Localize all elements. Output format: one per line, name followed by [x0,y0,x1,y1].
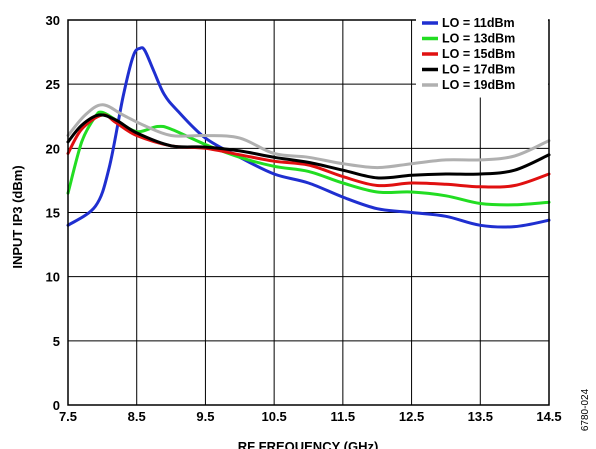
x-tick-label: 10.5 [261,409,286,424]
x-tick-label: 9.5 [196,409,214,424]
x-tick-label: 13.5 [468,409,493,424]
axes: 7.5 8.5 9.5 10.5 11.5 12.5 13.5 14.5 0 5 10 15 20 25 3… [46,13,562,424]
y-tick-label: 10 [46,270,60,285]
x-tick-label: 14.5 [536,409,561,424]
series-line-1 [66,46,551,229]
y-axis-title: INPUT IP3 (dBm) [10,165,25,268]
series-line-3 [66,113,551,189]
y-tick-label: 5 [53,334,60,349]
y-tick-label: 25 [46,77,60,92]
y-tick-label: 15 [46,206,60,221]
series-line-5 [66,103,551,170]
y-tick-label: 0 [53,398,60,413]
legend-label-3: LO = 15dBm [442,47,515,61]
x-tick-label: 8.5 [128,409,146,424]
x-tick-label: 12.5 [399,409,424,424]
series-line-2 [66,110,551,207]
x-tick-label: 7.5 [59,409,77,424]
figure-id: 6780-024 [580,388,591,431]
legend-label-4: LO = 17dBm [442,63,515,77]
legend-label-1: LO = 11dBm [442,16,515,30]
series-line-4 [66,113,551,180]
plot-border [67,19,550,406]
x-tick-label: 11.5 [331,409,356,424]
y-tick-label: 20 [46,141,60,156]
legend-label-5: LO = 19dBm [442,78,515,92]
x-axis-title: RF FREQUENCY (GHz) [238,439,379,449]
y-tick-label: 30 [46,13,60,28]
legend-label-2: LO = 13dBm [442,32,515,46]
